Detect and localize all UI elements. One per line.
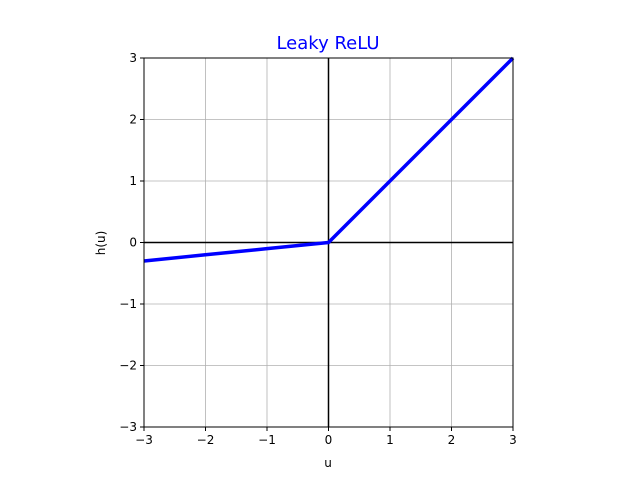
leaky-relu-line — [143, 56, 515, 263]
x-tick-label: −1 — [258, 433, 276, 447]
x-tick-label: 2 — [448, 433, 456, 447]
y-tick-label: 2 — [129, 113, 137, 127]
x-axis-label: u — [324, 456, 332, 470]
x-tick-label: 3 — [509, 433, 517, 447]
y-tick-label: −1 — [119, 297, 137, 311]
y-tick-label: −2 — [119, 359, 137, 373]
x-tick-label: −3 — [135, 433, 153, 447]
y-tick-label: 0 — [129, 236, 137, 250]
y-axis-ticks: −3 −2 −1 0 1 2 3 — [119, 51, 144, 434]
x-tick-label: 0 — [325, 433, 333, 447]
x-tick-label: −2 — [197, 433, 215, 447]
y-tick-label: 3 — [129, 51, 137, 65]
series-group — [143, 56, 515, 263]
chart-title: Leaky ReLU — [276, 33, 379, 54]
y-axis-label: h(u) — [94, 231, 108, 256]
x-tick-label: 1 — [386, 433, 394, 447]
x-axis-ticks: −3 −2 −1 0 1 2 3 — [135, 427, 517, 447]
y-tick-label: 1 — [129, 174, 137, 188]
y-tick-label: −3 — [119, 420, 137, 434]
